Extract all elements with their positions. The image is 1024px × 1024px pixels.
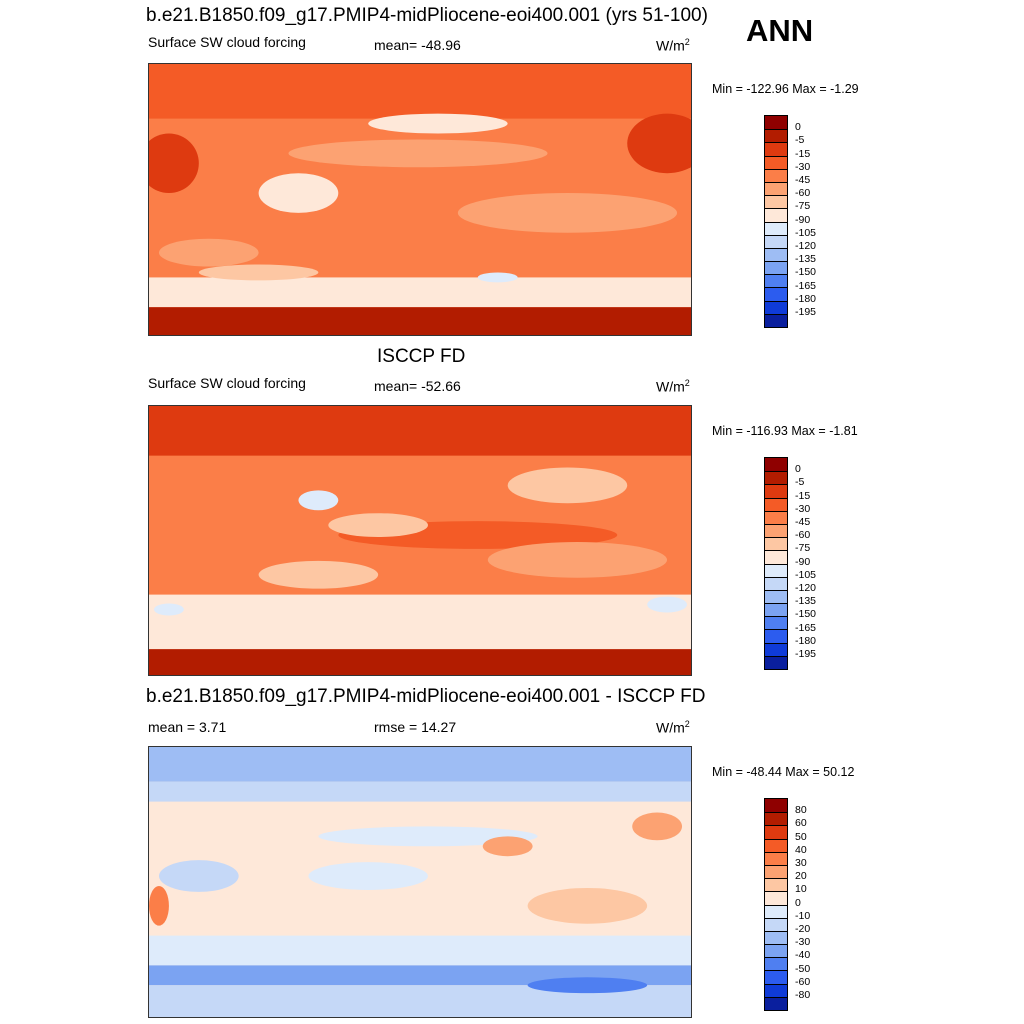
colorbar-tick-label: -75 [795, 542, 811, 555]
colorbar-tick-label: -105 [795, 568, 817, 581]
colorbar-tick-label: 0 [795, 121, 801, 134]
season-label: ANN [746, 13, 814, 48]
panel2-minmax: Min = -116.93 Max = -1.81 [712, 424, 858, 438]
panel2-colorbar [764, 457, 788, 670]
colorbar-tick-label: -90 [795, 555, 811, 568]
colorbar-tick-label: -195 [795, 306, 817, 318]
colorbar-tick-label: -120 [795, 240, 817, 252]
panel3-map-field [149, 747, 691, 1017]
colorbar-tick-label: -5 [795, 134, 805, 147]
colorbar-tick-label: 60 [795, 817, 807, 830]
colorbar-tick-label: -150 [795, 608, 817, 621]
colorbar-tick-label: -150 [795, 266, 817, 279]
colorbar-tick-label: 40 [795, 843, 807, 856]
panel2-title: ISCCP FD [377, 346, 466, 367]
colorbar-tick-label: -15 [795, 147, 811, 160]
colorbar-tick-label: -45 [795, 174, 811, 186]
colorbar-tick-label: 80 [795, 804, 807, 817]
colorbar-tick-label: -120 [795, 582, 817, 594]
colorbar-tick-label: 10 [795, 883, 807, 896]
colorbar-tick-label: -135 [795, 595, 817, 608]
colorbar-tick-label: -45 [795, 516, 811, 528]
colorbar-tick-label: -90 [795, 213, 811, 226]
panel3-colorbar [764, 798, 788, 1011]
panel3-minmax: Min = -48.44 Max = 50.12 [712, 765, 855, 779]
colorbar-tick-label: -40 [795, 949, 811, 962]
colorbar-tick-label: 30 [795, 857, 807, 869]
colorbar-tick-label: 50 [795, 830, 807, 843]
colorbar-tick-label: 20 [795, 870, 807, 883]
panel3-units: W/m2 [656, 719, 690, 736]
panel3-title: b.e21.B1850.f09_g17.PMIP4-midPliocene-eo… [146, 686, 706, 707]
colorbar-tick-label: 0 [795, 463, 801, 476]
panel2-map [148, 405, 692, 676]
colorbar-tick-label: -30 [795, 936, 811, 949]
colorbar-tick-label: -30 [795, 502, 811, 515]
panel1-minmax: Min = -122.96 Max = -1.29 [712, 82, 859, 96]
panel3-map [148, 746, 692, 1018]
panel1-map [148, 63, 692, 336]
colorbar-tick-label: -80 [795, 989, 811, 1001]
colorbar-tick-label: -105 [795, 226, 817, 239]
colorbar-tick-label: -195 [795, 648, 817, 660]
panel1-mean-label: mean= -48.96 [374, 37, 461, 53]
colorbar-tick-label: -10 [795, 909, 811, 922]
panel2-variable-label: Surface SW cloud forcing [148, 375, 306, 391]
colorbar-tick-label: -50 [795, 962, 811, 975]
panel1-variable-label: Surface SW cloud forcing [148, 34, 306, 50]
panel1-colorbar [764, 115, 788, 328]
colorbar-tick-label: -180 [795, 634, 817, 647]
colorbar-tick-label: -30 [795, 160, 811, 173]
colorbar-tick-label: -75 [795, 200, 811, 213]
panel1-map-field [149, 64, 691, 335]
colorbar-tick-label: -180 [795, 292, 817, 305]
colorbar-tick-label: -15 [795, 489, 811, 502]
colorbar-tick-label: 0 [795, 896, 801, 909]
colorbar-tick-label: -5 [795, 476, 805, 489]
panel3-rmse-label: rmse = 14.27 [374, 719, 457, 735]
colorbar-tick-label: -135 [795, 253, 817, 266]
panel2-units: W/m2 [656, 378, 690, 395]
colorbar-tick-label: -60 [795, 975, 811, 988]
panel1-title: b.e21.B1850.f09_g17.PMIP4-midPliocene-eo… [146, 5, 708, 26]
colorbar-tick-label: -20 [795, 923, 811, 935]
panel2-mean-label: mean= -52.66 [374, 378, 461, 394]
colorbar-tick-label: -60 [795, 529, 811, 542]
panel3-mean-label: mean = 3.71 [148, 719, 227, 735]
colorbar-tick-label: -165 [795, 621, 817, 634]
colorbar-tick-label: -165 [795, 279, 817, 292]
panel2-map-field [149, 406, 691, 675]
colorbar-tick-label: -60 [795, 187, 811, 200]
panel1-units: W/m2 [656, 37, 690, 54]
